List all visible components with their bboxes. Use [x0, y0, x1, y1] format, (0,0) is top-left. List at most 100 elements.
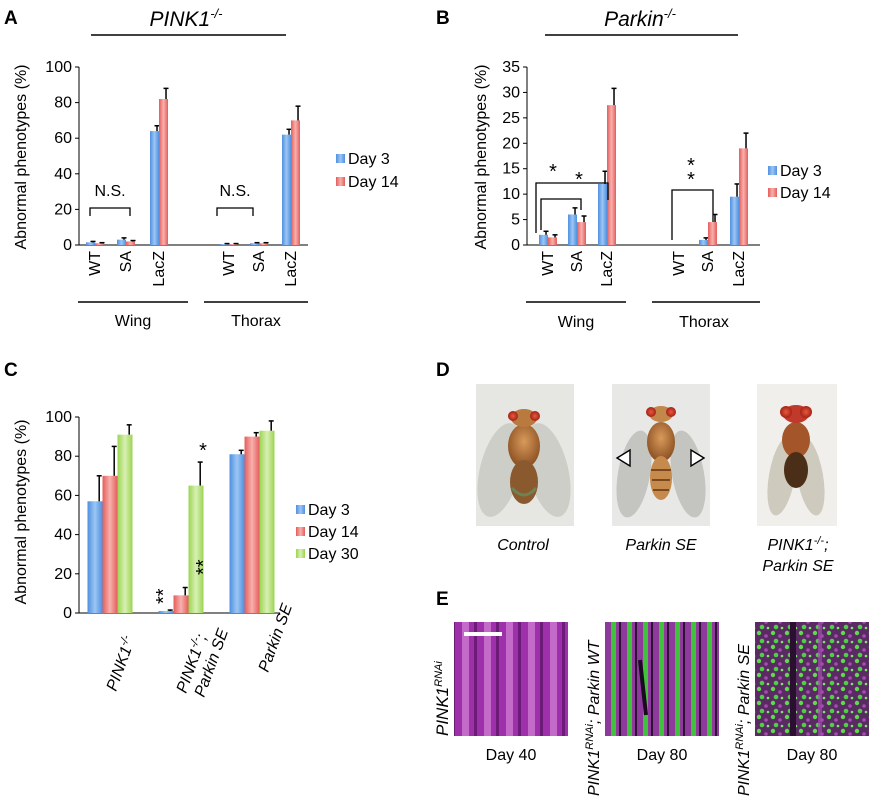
day-label-2: Day 80 [637, 747, 688, 764]
caption-pink1-line2: Parkin SE [762, 558, 833, 575]
bar-day14 [577, 222, 586, 245]
panel-letter-e: E [436, 589, 449, 610]
significance-star: * [687, 169, 695, 191]
significance-star: * [575, 169, 583, 191]
panel-letter-c: C [4, 360, 18, 381]
x-tick-label: WT [221, 251, 238, 276]
bar-day14 [244, 436, 260, 613]
significance-bracket [216, 207, 254, 216]
ns-label: N.S. [94, 183, 125, 200]
y-tick-label: 0 [511, 237, 520, 254]
legend-label-day3: Day 3 [308, 502, 350, 519]
y-tick-label: 20 [54, 201, 72, 218]
day-label-3: Day 80 [787, 747, 838, 764]
micrograph-parkin-wt-day80 [605, 622, 719, 736]
panel-b-genotype-title: Parkin-/- [604, 6, 676, 31]
significance-star: * [199, 440, 207, 462]
x-tick-label: SA [251, 251, 268, 273]
legend-label-day14: Day 14 [348, 174, 399, 191]
photo-pink1-parkin-se [757, 384, 837, 526]
panel-d: D [436, 360, 837, 575]
significance-bracket [540, 198, 582, 230]
y-tick-label: 25 [502, 110, 520, 127]
bar-day14 [126, 241, 135, 245]
y-tick-label: 15 [502, 161, 520, 178]
y-tick-label: 0 [63, 237, 72, 254]
legend-label-day3: Day 3 [780, 163, 822, 180]
panel-letter-d: D [436, 360, 450, 381]
x-tick-label: LacZ [731, 251, 748, 287]
bar-day30 [188, 485, 204, 613]
bar-day3 [220, 244, 229, 245]
panel-b: B Parkin-/- Abnormal phenotypes (%) 0 5 10… [436, 6, 831, 331]
panel-a-legend: Day 3 Day 14 [336, 151, 399, 191]
x-tick-label: SA [700, 251, 717, 273]
x-tick-label: WT [87, 251, 104, 276]
bar-day14 [291, 120, 300, 245]
legend-swatch-day14 [768, 188, 777, 197]
bar-day3 [158, 611, 174, 613]
legend-label-day3: Day 3 [348, 151, 390, 168]
legend-label-day14: Day 14 [308, 524, 359, 541]
legend-swatch-day3 [768, 166, 777, 175]
bar-day14 [95, 243, 104, 245]
arrowhead-right-icon [690, 448, 706, 468]
y-tick-label: 35 [502, 59, 520, 76]
row-label-pink1-rnai-parkin-wt: PINK1RNAi; Parkin WT [584, 639, 603, 796]
panel-letter-b: B [436, 8, 450, 29]
y-tick-label: 20 [54, 566, 72, 583]
bar-day3 [568, 214, 577, 245]
y-tick-label: 60 [54, 130, 72, 147]
legend-swatch-day3 [296, 505, 305, 514]
x-tick-label: LacZ [283, 251, 300, 287]
legend-swatch-day3 [336, 154, 345, 163]
bar-day14 [607, 105, 616, 246]
arrowhead-left-icon [615, 448, 631, 468]
bar-day3 [86, 242, 95, 245]
bar-day3 [539, 234, 548, 245]
significance-bracket [535, 182, 609, 233]
panel-b-legend: Day 3 Day 14 [768, 163, 831, 202]
y-tick-label: 80 [54, 95, 72, 112]
caption-pink1-line1: PINK1-/-; [767, 535, 828, 554]
legend-swatch-day14 [336, 177, 345, 186]
y-tick-label: 80 [54, 448, 72, 465]
day-label-1: Day 40 [486, 747, 537, 764]
y-tick-label: 0 [63, 605, 72, 622]
significance-star: * [687, 155, 695, 177]
row-label-pink1-rnai-parkin-se: PINK1RNAi; Parkin SE [734, 644, 753, 796]
bar-day3 [117, 239, 126, 245]
bar-day3 [598, 183, 607, 245]
x-tick-label: LacZ [151, 251, 168, 287]
group-label-wing-b: Wing [558, 314, 594, 331]
legend-label-day30: Day 30 [308, 546, 359, 563]
panel-a: A PINK1-/- Abnormal phenotypes (%) 0 20 40… [4, 6, 399, 330]
y-tick-label: 10 [502, 186, 520, 203]
significance-stars-vertical: ** [193, 559, 215, 575]
category-label-pink1: PINK1-/- [102, 633, 139, 693]
bar-day3 [699, 239, 708, 245]
photo-parkin-se [612, 384, 710, 526]
bar-day14 [259, 243, 268, 245]
caption-control: Control [497, 537, 549, 554]
y-tick-label: 20 [502, 135, 520, 152]
panel-e: E PINK1RNAi PINK1RNAi; Parkin WT PINK1RN… [433, 589, 869, 796]
bar-day14 [708, 222, 717, 245]
panel-c: C Abnormal phenotypes (%) 020406080100**… [4, 360, 359, 699]
y-tick-label: 60 [54, 487, 72, 504]
x-tick-label: SA [569, 251, 586, 273]
row-label-pink1-rnai: PINK1RNAi [433, 661, 452, 736]
ns-label: N.S. [219, 183, 250, 200]
panel-b-y-axis-title: Abnormal phenotypes (%) [473, 65, 490, 250]
chart-a: 0 20 40 60 80 100 WT SA LacZ WT SA LacZ N.S. N.S. [45, 59, 308, 287]
group-label-wing-a: Wing [115, 313, 151, 330]
panel-a-y-axis-title: Abnormal phenotypes (%) [13, 65, 30, 250]
significance-bracket [671, 189, 714, 240]
group-label-thorax-a: Thorax [231, 313, 281, 330]
panel-c-legend: Day 3 Day 14 Day 30 [296, 502, 359, 563]
bar-day3 [87, 501, 103, 613]
bar-day14 [159, 99, 168, 245]
